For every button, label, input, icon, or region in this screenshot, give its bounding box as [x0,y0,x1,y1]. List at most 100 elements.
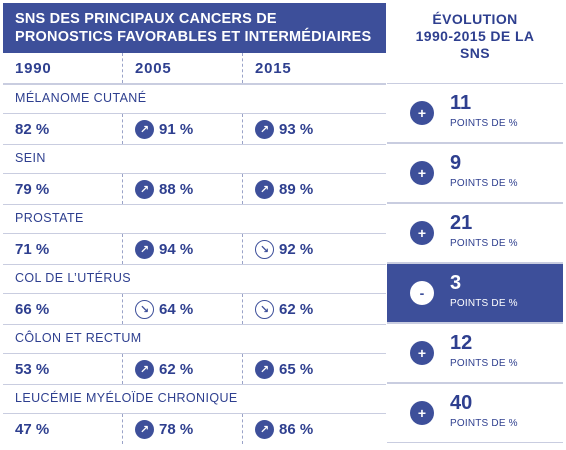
pct-2005: 64 % [159,300,194,318]
value-1990: 47 % [3,414,123,444]
value-2005: ↘ 64 % [123,294,243,324]
value-2005: ↗ 62 % [123,354,243,384]
arrow-down-right-icon: ↘ [255,239,274,259]
evolution-box: + 40 POINTS DE % [387,383,563,443]
cancer-name: LEUCÉMIE MYÉLOÏDE CHRONIQUE [3,384,386,414]
evolution-unit: POINTS DE % [450,118,518,129]
value-2015: ↘ 62 % [243,294,386,324]
value-2015: ↗ 89 % [243,174,386,204]
table-title: SNS DES PRINCIPAUX CANCERS DE PRONOSTICS… [3,3,386,53]
evolution-value: 11 [450,92,472,114]
value-2015: ↗ 93 % [243,114,386,144]
pct-2015: 89 % [279,180,314,198]
table-row: SEIN 79 % ↗ 88 % ↗ 89 % [3,144,386,204]
arrow-down-right-icon: ↘ [135,299,154,319]
pct-2005: 94 % [159,240,194,258]
values-row: 66 % ↘ 64 % ↘ 62 % [3,294,386,324]
evolution-column: ÉVOLUTION 1990-2015 DE LA SNS + 11 POINT… [387,3,563,443]
pct-2005: 91 % [159,120,194,138]
pct-2015: 86 % [279,420,314,438]
pct-1990: 66 % [15,300,50,318]
year-2015: 2015 [255,60,292,77]
evolution-value: 40 [450,392,473,414]
arrow-up-right-icon: ↗ [255,359,274,379]
value-1990: 79 % [3,174,123,204]
year-2005: 2005 [123,53,243,83]
arrow-up-right-icon: ↗ [255,419,274,439]
evolution-box: + 12 POINTS DE % [387,323,563,383]
evolution-header: ÉVOLUTION 1990-2015 DE LA SNS [387,3,563,83]
values-row: 82 % ↗ 91 % ↗ 93 % [3,114,386,144]
plus-icon: + [410,101,434,125]
evolution-header-text: ÉVOLUTION 1990-2015 DE LA SNS [415,11,535,61]
evolution-value: 21 [450,212,473,234]
pct-2015: 65 % [279,360,314,378]
value-2005: ↗ 78 % [123,414,243,444]
value-2015: ↗ 86 % [243,414,386,444]
pct-2015: 62 % [279,300,314,318]
table-row: LEUCÉMIE MYÉLOÏDE CHRONIQUE 47 % ↗ 78 % … [3,384,386,444]
values-row: 71 % ↗ 94 % ↘ 92 % [3,234,386,264]
pct-1990: 47 % [15,420,50,438]
arrow-up-right-icon: ↗ [255,179,274,199]
arrow-up-right-icon: ↗ [135,239,154,259]
arrow-up-right-icon: ↗ [135,119,154,139]
values-row: 47 % ↗ 78 % ↗ 86 % [3,414,386,444]
value-1990: 71 % [3,234,123,264]
pct-2005: 88 % [159,180,194,198]
cancer-name: PROSTATE [3,204,386,234]
value-2005: ↗ 91 % [123,114,243,144]
evolution-unit: POINTS DE % [450,418,518,429]
year-1990: 1990 [3,53,123,83]
pct-2015: 93 % [279,120,314,138]
evolution-unit: POINTS DE % [450,178,518,189]
pct-1990: 79 % [15,180,50,198]
table-row: PROSTATE 71 % ↗ 94 % ↘ 92 % [3,204,386,264]
value-2005: ↗ 88 % [123,174,243,204]
values-row: 79 % ↗ 88 % ↗ 89 % [3,174,386,204]
plus-icon: + [410,341,434,365]
evolution-box: + 11 POINTS DE % [387,83,563,143]
plus-icon: + [410,221,434,245]
table-row: CÔLON ET RECTUM 53 % ↗ 62 % ↗ 65 % [3,324,386,384]
value-2005: ↗ 94 % [123,234,243,264]
evolution-value: 12 [450,332,473,354]
evolution-unit: POINTS DE % [450,298,518,309]
pct-1990: 71 % [15,240,50,258]
value-1990: 66 % [3,294,123,324]
minus-icon: - [410,281,434,305]
table-row: MÉLANOME CUTANÉ 82 % ↗ 91 % ↗ 93 % [3,84,386,144]
values-row: 53 % ↗ 62 % ↗ 65 % [3,354,386,384]
survival-table: SNS DES PRINCIPAUX CANCERS DE PRONOSTICS… [3,3,386,444]
pct-1990: 53 % [15,360,50,378]
evolution-box: + 9 POINTS DE % [387,143,563,203]
pct-2005: 78 % [159,420,194,438]
evolution-box: + 21 POINTS DE % [387,203,563,263]
value-2015: ↘ 92 % [243,234,386,264]
years-header: 1990 2005 2015 [3,53,386,84]
pct-2005: 62 % [159,360,194,378]
pct-2015: 92 % [279,240,314,258]
pct-1990: 82 % [15,120,50,138]
arrow-up-right-icon: ↗ [135,419,154,439]
evolution-unit: POINTS DE % [450,238,518,249]
plus-icon: + [410,161,434,185]
plus-icon: + [410,401,434,425]
evolution-value: 9 [450,152,462,174]
arrow-up-right-icon: ↗ [135,179,154,199]
cancer-name: MÉLANOME CUTANÉ [3,84,386,114]
arrow-up-right-icon: ↗ [135,359,154,379]
evolution-unit: POINTS DE % [450,358,518,369]
arrow-down-right-icon: ↘ [255,299,274,319]
cancer-name: COL DE L’UTÉRUS [3,264,386,294]
table-row: COL DE L’UTÉRUS 66 % ↘ 64 % ↘ 62 % [3,264,386,324]
evolution-box: - 3 POINTS DE % [387,263,563,323]
value-1990: 82 % [3,114,123,144]
arrow-up-right-icon: ↗ [255,119,274,139]
cancer-name: SEIN [3,144,386,174]
value-2015: ↗ 65 % [243,354,386,384]
value-1990: 53 % [3,354,123,384]
cancer-name: CÔLON ET RECTUM [3,324,386,354]
evolution-value: 3 [450,272,462,294]
